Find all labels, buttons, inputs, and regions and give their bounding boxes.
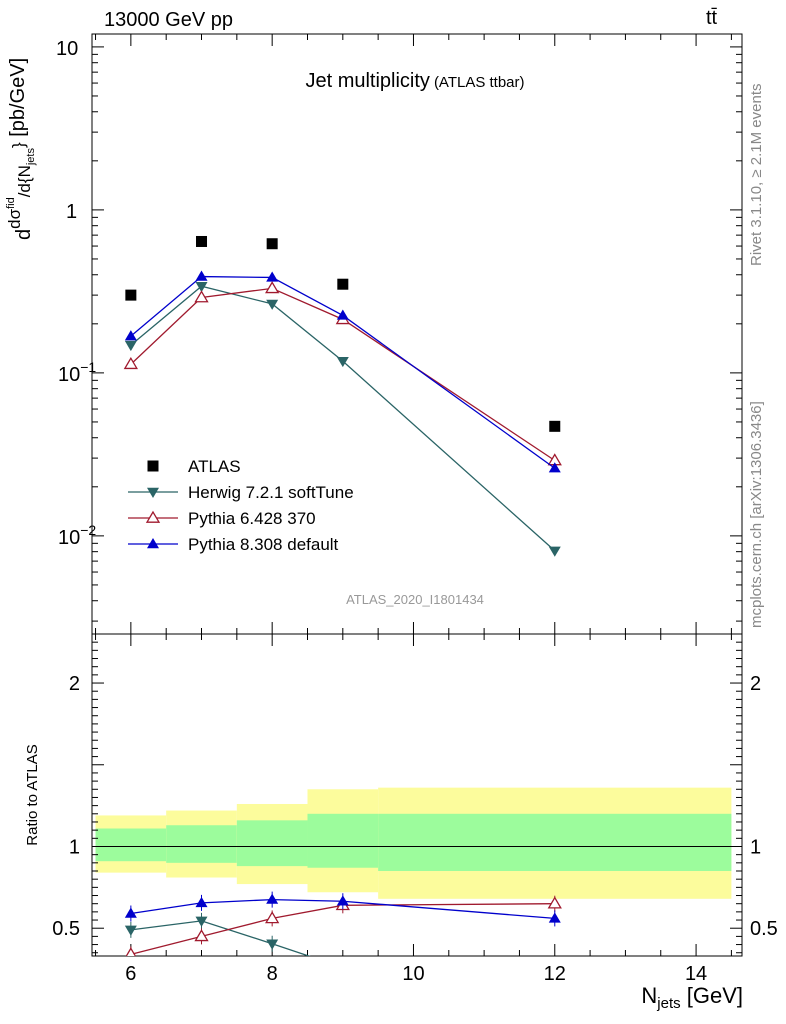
series-1-point-0 [123, 356, 138, 370]
legend-marker-2 [147, 538, 159, 549]
series-2-point-1 [195, 270, 208, 281]
ratio-bands [95, 787, 732, 899]
ratio-point-1-2 [265, 911, 280, 924]
data-point-2 [266, 238, 278, 250]
series-0-point-2 [266, 299, 279, 310]
ratio-point-1-1 [194, 929, 209, 942]
series-1-point-1 [194, 290, 209, 303]
series-2-point-2 [266, 271, 279, 282]
series-2-point-4 [548, 462, 561, 473]
ratio-frame [91, 633, 743, 957]
ratio-tick-label-right-0.5: 0.5 [750, 918, 778, 940]
ratio-point-0-2 [266, 939, 279, 950]
y-tick-label-1: 1 [66, 201, 77, 223]
ratio-point-2-3 [336, 895, 349, 906]
x-tick-label-12: 12 [544, 963, 566, 985]
y-tick-label-0.1: 10−1 [58, 359, 96, 386]
data-point-0 [125, 289, 137, 301]
ratio-point-2-4 [548, 912, 561, 923]
y-axis-label-part-5: jets [25, 148, 37, 167]
x-tick-label-8: 8 [267, 963, 278, 985]
chart-subtitle: (ATLAS ttbar) [434, 74, 525, 91]
ratio-tick-label-right-1: 1 [750, 836, 761, 858]
chart-title: Jet multiplicity (ATLAS ttbar) [305, 70, 524, 92]
header-left-label: 13000 GeV pp [104, 9, 233, 31]
band-inner-1 [166, 825, 237, 863]
series-2-point-0 [124, 330, 137, 341]
y-axis-label-part-3: / [15, 192, 34, 197]
ratio-point-2-0 [124, 907, 137, 918]
data-point-3 [337, 278, 349, 290]
ratio-point-0-1 [195, 916, 208, 927]
x-axis-label-main: N [641, 983, 657, 1008]
analysis-watermark: ATLAS_2020_I1801434 [346, 592, 484, 607]
series-0-point-1 [195, 282, 208, 293]
y-axis-label-part-6: } [9, 142, 28, 148]
data-point-4 [549, 420, 561, 432]
y-axis-label-part-2: fid [5, 197, 17, 209]
series-1-point-2 [265, 281, 280, 294]
y-axis-label-part-1: dσ [5, 208, 24, 228]
data-point-1 [196, 235, 208, 247]
band-inner-2 [236, 820, 308, 867]
y-tick-label-10: 10 [56, 38, 78, 60]
series-0-point-0 [124, 340, 137, 352]
series-0-point-4 [548, 546, 561, 557]
legend-marker-1 [145, 510, 161, 523]
y-tick-sup-0.01: −2 [80, 522, 96, 538]
ratio-tick-label-left-1: 1 [69, 836, 80, 858]
y-tick-sup-0.1: −1 [80, 359, 96, 375]
y-axis-label-part-0: d [13, 229, 35, 240]
ratio-point-1-0 [125, 947, 137, 956]
x-axis-label-unit: [GeV] [681, 983, 743, 1008]
y-axis-label-part-4: d{N [15, 165, 34, 192]
legend-label-0: Herwig 7.2.1 softTune [188, 483, 354, 502]
ratio-series-0 [124, 912, 311, 956]
band-inner-3 [307, 813, 379, 868]
legend-marker-data [147, 460, 159, 472]
header-right-label: tt̄ [706, 7, 718, 29]
ratio-tick-label-left-2: 2 [69, 673, 80, 695]
ratio-y-axis-label: Ratio to ATLAS [24, 744, 41, 845]
ratio-point-2-2 [266, 893, 279, 904]
ratio-tick-label-right-2: 2 [750, 673, 761, 695]
series-0-point-3 [336, 356, 349, 368]
ratio-tick-label-left-0.5: 0.5 [52, 918, 80, 940]
x-tick-label-6: 6 [125, 963, 136, 985]
series-2-point-3 [336, 309, 349, 320]
y-axis-label-part-7: [pb/GeV] [7, 58, 29, 143]
y-axis-label: ddσfid/d{Njets} [pb/GeV] [5, 58, 37, 240]
x-axis-label-sub: jets [656, 995, 680, 1012]
legend-label-data: ATLAS [188, 457, 241, 476]
series-0 [124, 282, 561, 557]
legend-label-1: Pythia 6.428 370 [188, 509, 316, 528]
y-tick-label-0.01: 10−2 [58, 522, 96, 549]
x-tick-label-10: 10 [402, 963, 424, 985]
legend-marker-0 [147, 487, 159, 498]
x-tick-label-14: 14 [685, 963, 707, 985]
ratio-point-0-0 [124, 925, 137, 936]
ratio-point-2-1 [195, 896, 208, 908]
band-inner-0 [95, 828, 167, 862]
ratio-point-1-4 [547, 896, 562, 909]
band-inner-4 [378, 813, 732, 872]
ratio-series-2 [124, 891, 561, 927]
x-axis-label: Njets [GeV] [641, 983, 743, 1012]
legend-label-2: Pythia 8.308 default [188, 535, 339, 554]
series-2 [124, 270, 561, 473]
series-line-2 [130, 275, 556, 469]
